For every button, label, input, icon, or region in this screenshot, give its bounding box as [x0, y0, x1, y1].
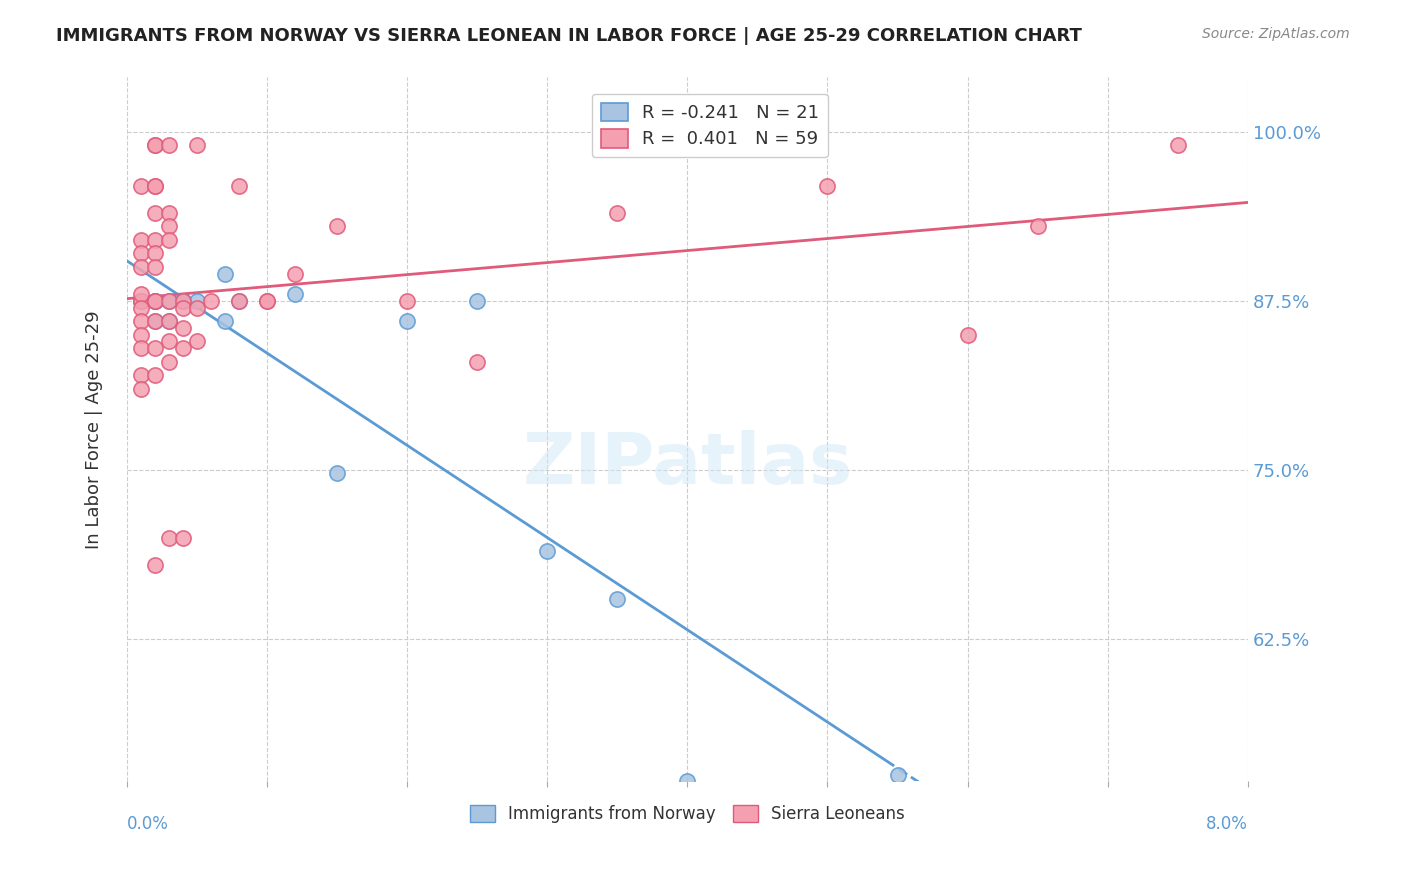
Point: [129, 382, 152, 396]
Point: [157, 293, 180, 308]
Point: [186, 138, 208, 153]
Point: [143, 558, 166, 572]
Point: [172, 531, 194, 545]
Point: [129, 314, 152, 328]
Point: [284, 267, 307, 281]
Point: [465, 293, 488, 308]
Point: [129, 233, 152, 247]
Point: [129, 301, 152, 315]
Point: [256, 293, 278, 308]
Point: [326, 219, 349, 234]
Point: [157, 293, 180, 308]
Point: [284, 287, 307, 301]
Point: [186, 293, 208, 308]
Point: [129, 287, 152, 301]
Point: [396, 314, 419, 328]
Point: [172, 293, 194, 308]
Point: [186, 334, 208, 349]
Point: [214, 267, 236, 281]
Point: [129, 178, 152, 193]
Point: [676, 774, 699, 789]
Point: [200, 293, 222, 308]
Point: [465, 355, 488, 369]
Point: [228, 293, 250, 308]
Point: [157, 334, 180, 349]
Point: [956, 327, 979, 342]
Point: [172, 293, 194, 308]
Point: [157, 355, 180, 369]
Point: [143, 233, 166, 247]
Point: [129, 341, 152, 355]
Point: [228, 293, 250, 308]
Point: [214, 314, 236, 328]
Text: 8.0%: 8.0%: [1206, 815, 1249, 833]
Point: [143, 138, 166, 153]
Text: ZIPatlas: ZIPatlas: [522, 430, 852, 500]
Point: [143, 293, 166, 308]
Point: [326, 466, 349, 480]
Point: [1026, 219, 1049, 234]
Point: [143, 314, 166, 328]
Point: [172, 341, 194, 355]
Point: [886, 767, 908, 781]
Point: [143, 293, 166, 308]
Point: [157, 233, 180, 247]
Point: [143, 341, 166, 355]
Point: [143, 293, 166, 308]
Point: [143, 178, 166, 193]
Point: [396, 293, 419, 308]
Point: [129, 293, 152, 308]
Text: 0.0%: 0.0%: [127, 815, 169, 833]
Point: [143, 246, 166, 260]
Text: IMMIGRANTS FROM NORWAY VS SIERRA LEONEAN IN LABOR FORCE | AGE 25-29 CORRELATION : IMMIGRANTS FROM NORWAY VS SIERRA LEONEAN…: [56, 27, 1083, 45]
Point: [129, 293, 152, 308]
Point: [157, 138, 180, 153]
Point: [129, 293, 152, 308]
Point: [817, 178, 839, 193]
Point: [143, 138, 166, 153]
Point: [157, 219, 180, 234]
Point: [129, 368, 152, 383]
Point: [157, 531, 180, 545]
Point: [129, 293, 152, 308]
Point: [1167, 138, 1189, 153]
Point: [129, 246, 152, 260]
Point: [256, 293, 278, 308]
Point: [172, 321, 194, 335]
Point: [143, 293, 166, 308]
Point: [129, 327, 152, 342]
Point: [157, 314, 180, 328]
Point: [157, 206, 180, 220]
Legend: Immigrants from Norway, Sierra Leoneans: Immigrants from Norway, Sierra Leoneans: [464, 797, 911, 830]
Point: [606, 206, 628, 220]
Point: [143, 314, 166, 328]
Point: [157, 314, 180, 328]
Point: [228, 178, 250, 193]
Point: [606, 591, 628, 606]
Text: Source: ZipAtlas.com: Source: ZipAtlas.com: [1202, 27, 1350, 41]
Point: [143, 260, 166, 274]
Point: [129, 260, 152, 274]
Y-axis label: In Labor Force | Age 25-29: In Labor Force | Age 25-29: [86, 310, 103, 549]
Point: [143, 178, 166, 193]
Point: [172, 301, 194, 315]
Point: [536, 544, 558, 558]
Point: [143, 206, 166, 220]
Point: [172, 293, 194, 308]
Point: [186, 301, 208, 315]
Point: [143, 368, 166, 383]
